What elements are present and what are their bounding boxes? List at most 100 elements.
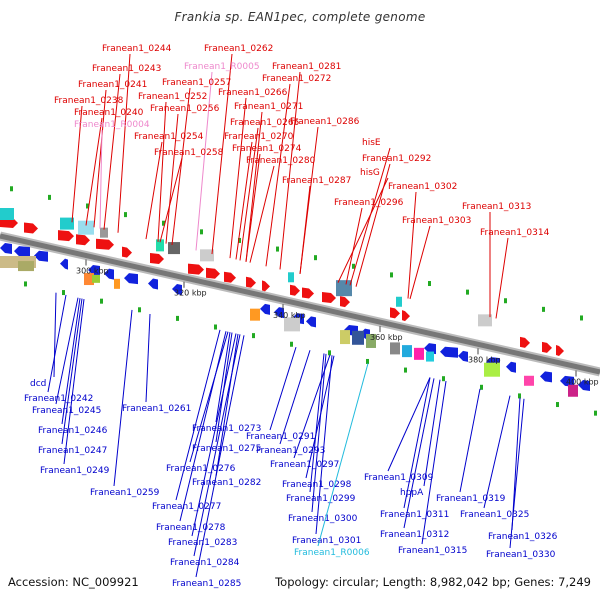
feature-box-13: [84, 273, 94, 286]
reverse-label-22: Franean1_0325: [460, 510, 529, 520]
forward-label-7: Franean1_0272: [262, 74, 331, 84]
forward-label-30: Franean1_0314: [480, 228, 550, 238]
forward-leader-25: [299, 185, 311, 275]
feature-box-10: [478, 314, 492, 327]
reverse-label-11: Franean1_0297: [270, 460, 339, 470]
forward-leader-6: [171, 87, 191, 246]
forward-leader-14: [99, 129, 103, 229]
gc-mark-low-580: [594, 410, 597, 416]
reverse-gene-21: [560, 375, 574, 387]
forward-label-3: Franean1_R0005: [184, 62, 260, 72]
gc-mark-low-428: [442, 376, 445, 382]
reverse-leader-1: [47, 294, 67, 393]
gc-mark-low-542: [556, 402, 559, 408]
forward-label-0: Franean1_0244: [102, 44, 172, 54]
feature-box-7: [288, 272, 294, 283]
forward-leader-8: [71, 105, 83, 223]
reverse-leader-19: [309, 353, 325, 493]
forward-gene-11: [262, 280, 270, 292]
forward-leader-12: [165, 113, 179, 244]
forward-label-10: Franean1_0266: [218, 88, 288, 98]
forward-label-26: Franean1_0302: [388, 182, 457, 192]
forward-leader-20: [159, 157, 183, 243]
forward-leader-4: [279, 71, 301, 270]
feature-box-24: [426, 351, 434, 362]
reverse-leader-6: [269, 346, 297, 431]
reverse-label-18: Franean1_0319: [436, 494, 506, 504]
reverse-leader-12: [63, 298, 85, 465]
reverse-label-1: Franean1_0242: [24, 394, 93, 404]
reverse-gene-15: [424, 343, 436, 355]
reverse-gene-12: [306, 316, 316, 328]
feature-box-2: [78, 220, 94, 235]
reverse-leader-3: [145, 313, 151, 403]
reverse-label-24: Franean1_0278: [156, 523, 226, 533]
reverse-leader-25: [403, 378, 435, 529]
forward-gene-16: [390, 307, 400, 319]
feature-box-5: [168, 242, 180, 255]
reverse-gene-6: [124, 273, 138, 285]
gc-mark-542: [542, 306, 545, 312]
forward-leader-23: [355, 163, 391, 287]
gc-mark-200: [200, 229, 203, 235]
reverse-label-19: Franean1_0299: [286, 494, 356, 504]
reverse-gene-10: [274, 307, 284, 319]
reverse-leader-24: [179, 331, 227, 522]
reverse-label-33: Franean1_0285: [172, 579, 241, 589]
feature-box-4: [156, 239, 164, 252]
forward-gene-7: [188, 263, 204, 275]
forward-leader-9: [157, 101, 167, 242]
forward-leader-27: [345, 207, 363, 285]
reverse-leader-9: [61, 298, 83, 445]
reverse-gene-8: [172, 283, 182, 295]
feature-box-17: [284, 317, 300, 332]
reverse-label-7: Franean1_0275: [192, 444, 261, 454]
gc-mark-276: [276, 246, 279, 252]
forward-leader-1: [211, 53, 233, 255]
tick-label-4: 380 kbp: [468, 355, 501, 364]
reverse-label-13: Franean1_0309: [364, 473, 434, 483]
feature-box-12: [18, 261, 34, 272]
feature-box-21: [390, 342, 400, 355]
gc-mark-low-390: [404, 367, 407, 373]
reverse-gene-1: [14, 246, 30, 258]
forward-leader-18: [235, 141, 253, 260]
reverse-label-30: Franean1_0315: [398, 546, 467, 556]
forward-label-12: Franean1_0256: [150, 104, 220, 114]
forward-gene-12: [290, 284, 300, 296]
forward-leader-5: [93, 89, 107, 228]
forward-gene-14: [322, 291, 336, 303]
tick-label-0: 300 kbp: [76, 266, 109, 275]
reverse-leader-14: [215, 333, 239, 477]
feature-box-20: [366, 333, 376, 348]
feature-box-26: [524, 375, 534, 386]
forward-gene-9: [224, 271, 236, 283]
forward-gene-6: [150, 253, 164, 264]
feature-box-9: [396, 296, 402, 307]
feature-box-23: [414, 347, 424, 360]
forward-label-5: Franean1_0241: [78, 80, 147, 90]
gc-mark-238: [238, 237, 241, 243]
gc-mark-low-200: [214, 324, 217, 330]
reverse-leader-2: [55, 297, 79, 405]
reverse-leader-29: [317, 363, 369, 547]
forward-gene-15: [340, 296, 350, 308]
forward-leader-29: [409, 225, 431, 300]
reverse-label-12: Franean1_0249: [40, 466, 110, 476]
forward-leader-22: [249, 165, 275, 263]
reverse-label-17: Franean1_0259: [90, 488, 160, 498]
forward-label-28: Franean1_0313: [462, 202, 531, 212]
forward-label-4: Franean1_0281: [272, 62, 341, 72]
forward-leader-21: [245, 153, 261, 262]
reverse-gene-3: [60, 258, 68, 270]
gc-mark-low-162: [176, 315, 179, 321]
reverse-leader-32: [193, 334, 241, 557]
forward-label-17: Franean1_0254: [134, 132, 204, 142]
tick-label-2: 340 kbp: [273, 311, 306, 320]
reverse-gene-20: [540, 371, 552, 383]
reverse-label-20: Franean1_0277: [152, 502, 221, 512]
forward-gene-19: [542, 341, 552, 353]
reverse-leader-23: [311, 353, 327, 513]
forward-label-27: Franean1_0296: [334, 198, 404, 208]
